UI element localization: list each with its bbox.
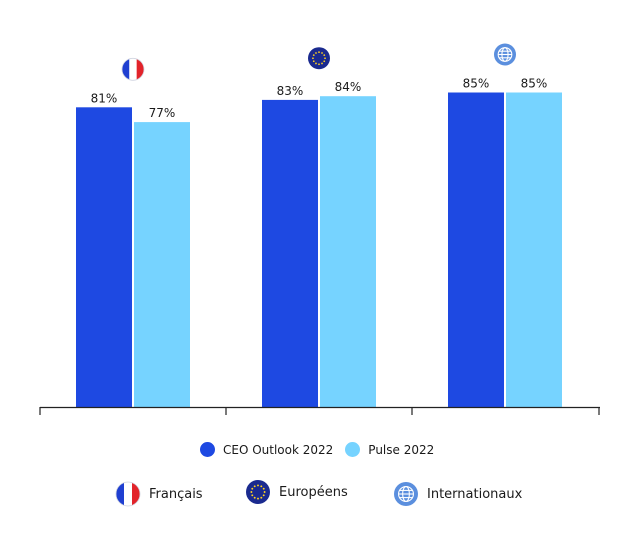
data-label-internationaux-pulse: 85% (521, 77, 548, 91)
bar-internationaux-pulse (506, 92, 562, 407)
france-flag-icon (121, 57, 145, 81)
series-legend: CEO Outlook 2022 Pulse 2022 (200, 442, 434, 457)
bar-français-pulse (134, 122, 190, 407)
bar-européens-ceo-outlook (262, 99, 318, 408)
france-flag-icon (115, 481, 141, 507)
region-legend-francais: Français (115, 481, 203, 507)
globe-icon (394, 482, 418, 506)
bar-français-ceo-outlook (76, 107, 132, 408)
eu-flag-icon (246, 480, 270, 504)
legend-swatch-pulse (345, 442, 361, 457)
legend-label-ceo-outlook: CEO Outlook 2022 (223, 442, 334, 457)
region-legend-europeens: Européens (245, 479, 348, 505)
region-legend-internationaux: Internationaux (393, 481, 522, 507)
region-label-europeens: Européens (279, 484, 348, 500)
bar-internationaux-ceo-outlook (448, 92, 504, 407)
region-label-internationaux: Internationaux (427, 486, 523, 502)
data-label-internationaux-ceo-outlook: 85% (463, 77, 490, 91)
legend-label-pulse: Pulse 2022 (368, 442, 435, 457)
data-label-européens-pulse: 84% (335, 80, 362, 94)
eu-flag-icon (308, 47, 330, 70)
data-label-européens-ceo-outlook: 83% (277, 84, 304, 98)
legend-swatch-ceo-outlook (200, 442, 215, 457)
globe-icon (494, 43, 516, 66)
bar-européens-pulse (320, 96, 376, 407)
data-label-français-ceo-outlook: 81% (91, 91, 118, 105)
data-label-français-pulse: 77% (149, 106, 176, 120)
region-label-francais: Français (149, 486, 203, 502)
